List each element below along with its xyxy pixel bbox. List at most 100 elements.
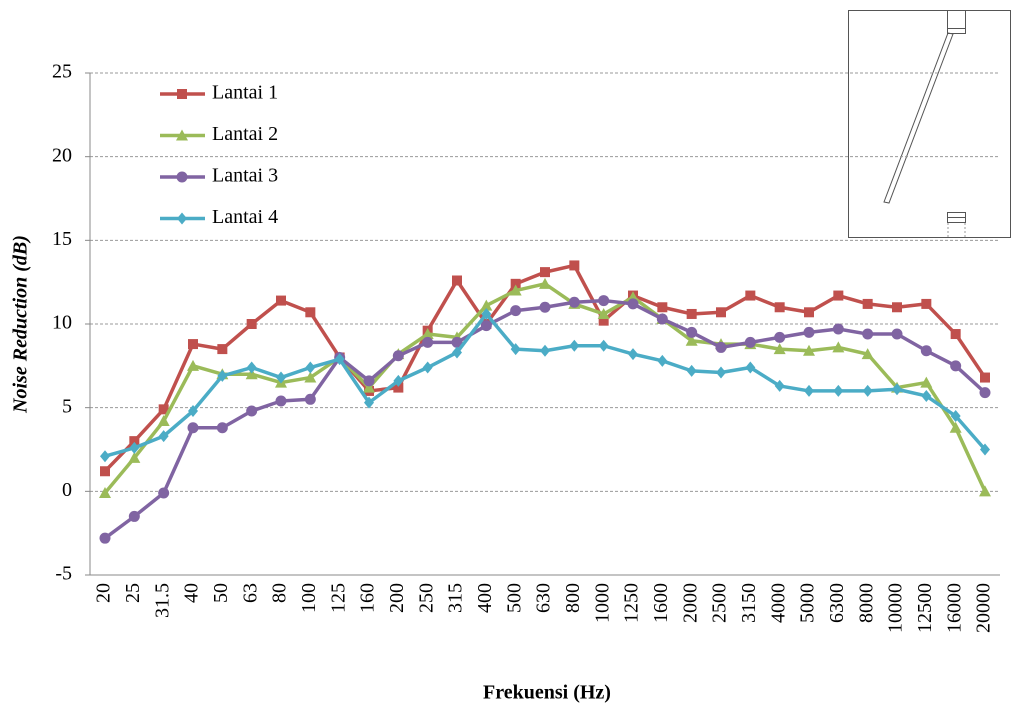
y-tick-label: 20 — [52, 144, 72, 166]
y-tick-label: -5 — [55, 563, 72, 585]
marker — [187, 422, 199, 434]
marker — [598, 315, 609, 326]
x-tick-label: 1600 — [650, 583, 672, 623]
series-line — [103, 263, 987, 473]
marker — [745, 361, 756, 374]
x-tick-label: 2500 — [709, 583, 731, 623]
x-tick-label: 250 — [415, 583, 437, 613]
marker — [774, 302, 785, 313]
marker — [862, 384, 873, 397]
legend-label: Lantai 1 — [212, 82, 278, 104]
marker — [510, 343, 521, 356]
marker — [276, 371, 286, 384]
marker — [480, 299, 493, 311]
marker — [716, 366, 726, 379]
marker — [891, 328, 903, 340]
x-axis-title: Frekuensi (Hz) — [483, 682, 611, 704]
marker — [832, 341, 845, 353]
marker — [540, 344, 550, 357]
marker — [128, 510, 140, 522]
marker — [861, 348, 874, 360]
marker — [804, 307, 814, 318]
marker — [217, 344, 228, 355]
x-tick-label: 10000 — [885, 583, 907, 633]
y-tick-label: 0 — [62, 479, 72, 501]
marker — [217, 369, 228, 382]
marker — [744, 336, 756, 348]
marker — [422, 336, 434, 348]
marker — [422, 361, 433, 374]
marker — [216, 422, 228, 434]
marker — [304, 393, 316, 405]
series — [100, 307, 990, 463]
marker — [920, 376, 933, 388]
marker — [716, 307, 726, 318]
x-tick-label: 200 — [386, 583, 408, 613]
marker — [539, 277, 551, 289]
marker — [804, 384, 814, 397]
x-tick-label: 160 — [357, 583, 379, 613]
y-tick-label: 15 — [52, 228, 72, 250]
marker — [657, 302, 668, 313]
marker — [158, 487, 170, 499]
x-tick-label: 40 — [181, 583, 203, 603]
x-tick-label: 630 — [533, 583, 555, 613]
marker — [685, 334, 698, 346]
y-tick-label: 5 — [62, 395, 72, 417]
x-tick-label: 20 — [93, 583, 115, 603]
marker — [393, 374, 404, 387]
marker — [188, 405, 198, 418]
marker — [246, 361, 257, 374]
marker — [950, 410, 961, 423]
marker — [509, 284, 522, 296]
x-tick-label: 50 — [210, 583, 232, 603]
marker — [480, 320, 492, 332]
x-tick-label: 100 — [298, 583, 320, 613]
marker — [715, 341, 727, 353]
marker — [334, 353, 345, 366]
marker — [157, 415, 170, 427]
marker — [949, 421, 962, 433]
marker — [657, 354, 668, 367]
marker — [950, 360, 962, 372]
legend-label: Lantai 4 — [212, 206, 278, 228]
marker — [304, 371, 317, 383]
x-tick-label: 31.5 — [151, 583, 173, 618]
marker — [686, 364, 697, 377]
marker — [305, 361, 316, 374]
marker — [568, 296, 580, 308]
marker — [540, 267, 550, 278]
marker — [598, 295, 610, 307]
inset-diagram — [848, 10, 1011, 238]
marker — [979, 485, 991, 497]
marker — [833, 384, 844, 397]
marker — [481, 307, 492, 320]
marker — [598, 339, 609, 352]
marker — [451, 336, 463, 348]
marker — [128, 451, 141, 463]
marker — [921, 298, 932, 309]
legend-label: Lantai 3 — [212, 165, 278, 187]
y-axis-title: Noise Reduction (dB) — [10, 235, 32, 414]
marker — [773, 343, 786, 355]
marker — [99, 487, 111, 499]
series-line — [103, 282, 987, 495]
x-tick-label: 3150 — [738, 583, 760, 623]
marker — [539, 301, 551, 313]
marker — [628, 348, 638, 361]
marker — [892, 383, 902, 396]
marker — [393, 382, 404, 393]
marker — [510, 305, 522, 317]
x-tick-label: 1250 — [621, 583, 643, 623]
marker — [275, 395, 287, 407]
legend-label: Lantai 2 — [212, 123, 278, 145]
marker — [100, 466, 110, 477]
marker — [392, 350, 404, 362]
marker — [745, 290, 756, 301]
marker — [363, 381, 375, 393]
marker — [686, 308, 697, 319]
x-tick-label: 20000 — [973, 583, 995, 633]
marker — [276, 295, 286, 306]
marker — [158, 404, 169, 415]
marker — [569, 339, 580, 352]
